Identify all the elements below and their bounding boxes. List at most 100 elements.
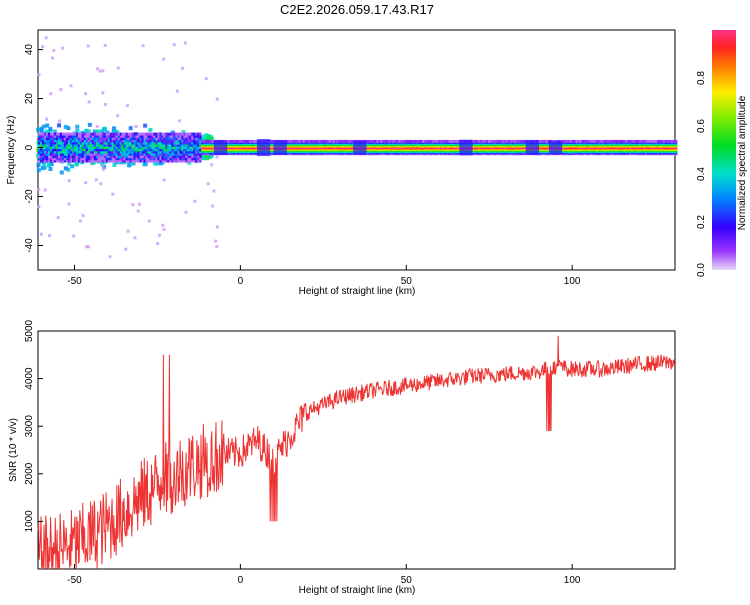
spectrogram-cell bbox=[173, 152, 176, 156]
spectrogram-cell bbox=[57, 150, 61, 154]
spectrogram-cell bbox=[296, 139, 300, 143]
spectrogram-cell bbox=[107, 139, 110, 143]
spectrogram-cell bbox=[71, 141, 75, 145]
spectrogram-cell bbox=[113, 143, 116, 147]
spectrogram-cell bbox=[153, 155, 156, 159]
spectrogram-cell bbox=[103, 148, 107, 152]
spectrogram-cell bbox=[121, 159, 124, 163]
spectrogram-cell bbox=[458, 139, 461, 143]
spectrogram-cell bbox=[211, 204, 215, 208]
spectrogram-cell bbox=[161, 139, 164, 143]
spectrogram-cell bbox=[177, 146, 180, 150]
spectrogram-cell bbox=[157, 148, 160, 152]
spectrogram-cell bbox=[71, 137, 75, 141]
spectrogram-cell bbox=[127, 162, 132, 167]
spectrogram-cell bbox=[147, 143, 150, 147]
spectrogram-cell bbox=[165, 137, 168, 141]
spectrogram-cell bbox=[155, 139, 158, 143]
spectrogram-cell bbox=[143, 157, 146, 161]
spectrogram-cell bbox=[175, 150, 178, 154]
spectrogram-cell bbox=[177, 148, 180, 152]
spectrogram-cell bbox=[163, 157, 166, 161]
spectrogram-cell bbox=[211, 139, 214, 143]
spectrogram-cell bbox=[195, 137, 198, 141]
spectrogram-cell bbox=[583, 139, 586, 143]
spectrogram-cell bbox=[75, 143, 79, 147]
spectrogram-cell bbox=[97, 141, 101, 145]
spectrogram-cell bbox=[123, 143, 126, 147]
spectrogram-cell bbox=[105, 134, 109, 138]
spectrogram-cell bbox=[105, 139, 109, 143]
spectrogram-cell bbox=[201, 139, 204, 143]
spectrogram-cell bbox=[39, 132, 43, 136]
spectrogram-cell bbox=[175, 139, 178, 143]
spectrogram-cell bbox=[69, 141, 73, 145]
spectrogram-cell bbox=[215, 244, 219, 248]
spectrogram-cell bbox=[99, 182, 103, 186]
spectrogram-cell bbox=[93, 134, 97, 138]
spectrogram-cell bbox=[36, 168, 41, 173]
spectrogram-cell bbox=[137, 157, 140, 161]
spectrogram-cell bbox=[148, 127, 153, 132]
spectrogram-cell bbox=[117, 152, 120, 156]
spectrogram-cell bbox=[231, 139, 234, 143]
spectrogram-cell bbox=[79, 157, 83, 161]
spectrogram-cell bbox=[134, 124, 138, 128]
spectrogram-cell bbox=[111, 148, 114, 152]
spectrogram-cell bbox=[67, 150, 71, 154]
spectrogram-cell bbox=[153, 139, 156, 143]
spectrogram-cell bbox=[133, 157, 136, 161]
spectrogram-cell bbox=[179, 139, 182, 143]
spectrogram-cell bbox=[167, 141, 170, 145]
spectrogram-cell bbox=[181, 130, 186, 135]
spectrogram-cell bbox=[563, 139, 566, 143]
spectrogram-cell bbox=[93, 146, 97, 150]
spectrogram-cell bbox=[91, 148, 95, 152]
spectrogram-cell bbox=[521, 139, 525, 143]
spectrogram-cell bbox=[193, 152, 196, 156]
spectrogram-cell bbox=[593, 139, 596, 143]
spectrogram-cell bbox=[87, 132, 91, 136]
spectrogram-cell bbox=[107, 157, 110, 161]
spectrogram-cell bbox=[65, 150, 69, 154]
spectrogram-cell bbox=[623, 139, 626, 143]
spectrogram-cell bbox=[382, 139, 385, 143]
spectrogram-cell bbox=[141, 146, 144, 150]
spectrogram-cell bbox=[99, 132, 103, 136]
spectrogram-cell bbox=[63, 166, 68, 171]
spectrogram-cell bbox=[74, 160, 79, 165]
spectrogram-cell bbox=[167, 155, 170, 159]
spectrogram-cell bbox=[123, 150, 126, 154]
spectrogram-cell bbox=[47, 137, 51, 141]
spectrogram-cell bbox=[173, 150, 176, 154]
spectrogram-cell bbox=[55, 134, 59, 138]
spectrogram-cell bbox=[49, 132, 53, 136]
spectrogram-cell bbox=[41, 148, 45, 152]
spectrogram-cell bbox=[61, 134, 65, 138]
spectrogram-cell bbox=[175, 143, 178, 147]
spectrogram-cell bbox=[53, 132, 57, 136]
spectrogram-cell bbox=[91, 155, 95, 159]
spectrogram-cell bbox=[252, 139, 256, 143]
spectrogram-cell bbox=[145, 157, 148, 161]
spectrogram-cell bbox=[85, 159, 89, 163]
spectrogram-cell bbox=[127, 143, 130, 147]
spectrogram-cell bbox=[100, 129, 105, 134]
spectrogram-cell bbox=[145, 141, 148, 145]
spectrogram-cell bbox=[71, 152, 75, 156]
spectrogram-cell bbox=[193, 155, 196, 159]
spectrogram-cell bbox=[298, 139, 302, 143]
spectrogram-cell bbox=[314, 139, 318, 143]
spectrogram-cell bbox=[159, 143, 162, 147]
spectrogram-cell bbox=[183, 150, 186, 154]
spectrogram-cell bbox=[69, 137, 73, 141]
spectrogram-cell bbox=[39, 134, 43, 138]
spectrogram-cell bbox=[101, 137, 105, 141]
spectrogram-cell bbox=[175, 146, 178, 150]
spectrogram-cell bbox=[71, 143, 75, 147]
spectrogram-cell bbox=[85, 141, 89, 145]
spectrogram-cell bbox=[179, 137, 182, 141]
spectrogram-cell bbox=[141, 139, 144, 143]
spectrogram-cell bbox=[131, 152, 134, 156]
